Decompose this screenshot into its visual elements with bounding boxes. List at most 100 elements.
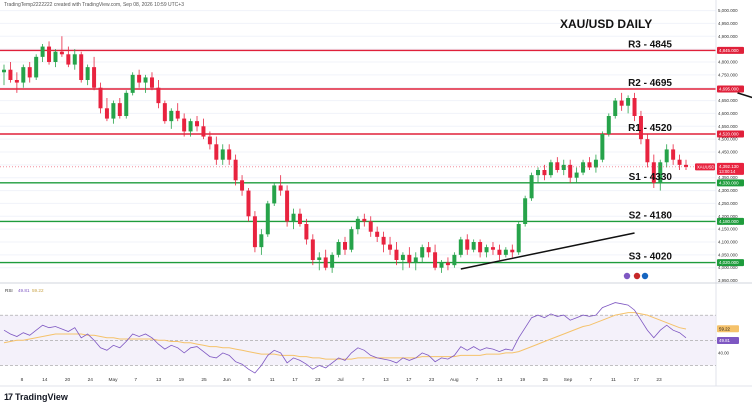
level-price-tag [717,179,744,187]
time-tick-label: 23 [429,377,435,383]
candle [227,144,232,165]
rsi-line [3,302,687,374]
price-tick-label: 4,350.000 [718,175,738,180]
time-tick-label: Aug [450,377,459,383]
candle [259,229,264,255]
candle [265,200,270,237]
time-tick-label: Jun [223,377,231,383]
event-flag-icon-2[interactable] [641,272,649,280]
time-axis[interactable]: 8 14 20 24 May 7 13 19 25 Jun 5 11 17 23 Jul 7 13 17 23 Aug… [21,377,662,383]
time-tick-label: 17 [292,377,298,383]
candle [111,100,116,124]
candle [561,159,566,176]
candle [137,69,142,88]
event-purple-icon[interactable] [623,272,631,280]
chart-attribution: TradingTemp2222222 created with TradingV… [4,2,184,8]
event-flag-icon[interactable] [633,272,641,280]
candle [484,244,489,258]
candle [632,92,637,122]
level-labels: R3 - 4845 R2 - 4695 R1 - 4520 S1 - 4330 S2 -… [628,39,672,262]
time-tick-label: 11 [270,377,275,383]
candle [362,213,367,227]
candle [581,159,586,176]
candle [59,36,64,57]
candle [381,231,386,253]
candle [207,131,212,150]
time-tick-label: 20 [65,377,71,383]
candle [201,118,206,140]
candle [587,157,592,170]
candle [182,113,187,137]
candle [343,236,347,255]
time-tick-label: 23 [315,377,321,383]
candle [671,144,676,165]
level-price-tag-text: 4,845.000 [719,48,739,53]
level-price-tag [717,46,744,54]
level-label: R1 - 4520 [628,123,672,134]
candle [85,64,90,86]
candle [407,247,412,268]
time-tick-label: 7 [589,377,592,383]
candle [645,134,650,168]
candle [355,216,360,235]
rsi-value-tag-text: 49.81 [719,338,731,343]
price-axis[interactable]: 3,950.000 4,000.000 4,050.000 4,100.000 4,15… [718,8,738,283]
candle [497,244,502,260]
price-tick-label: 4,750.000 [718,72,738,77]
candle [613,98,618,119]
candle [124,90,129,119]
trendline[interactable] [737,92,752,121]
candle [149,72,154,91]
candle [330,252,335,273]
rsi-tick-label: 40.00 [718,350,730,355]
candle [47,41,52,65]
candle [349,226,354,253]
candle [104,98,109,122]
trendlines [460,92,752,270]
level-label: S1 - 4330 [629,172,673,183]
symbol-tag-text: XAUUSD [697,164,714,169]
candle [529,172,534,201]
candle [458,236,463,258]
price-tick-label: 4,250.000 [718,201,738,206]
level-price-tag [717,85,744,93]
level-lines [0,49,716,264]
level-label: S2 - 4180 [629,210,673,221]
price-tick-label: 4,200.000 [718,214,738,219]
price-tick-label: 4,150.000 [718,227,738,232]
price-tick-label: 4,950.000 [718,21,738,26]
event-icons[interactable] [623,272,649,280]
time-tick-label: 13 [156,377,162,383]
candle [92,56,97,91]
grid [0,10,716,269]
rsi-ma-tag-text: 59.22 [719,326,731,331]
level-price-tag [717,217,744,225]
level-label: R3 - 4845 [628,39,672,50]
candle [21,64,26,88]
price-tick-label: 4,550.000 [718,124,738,129]
price-tick-label: 3,950.000 [718,278,738,283]
price-tick-label: 4,450.000 [718,150,738,155]
candle [684,159,688,170]
price-tick-label: 4,650.000 [718,98,738,103]
tradingview-logo[interactable]: 17 TradingView [4,392,68,402]
time-tick-label: 25 [201,377,207,383]
candle [368,216,373,237]
candle [523,195,528,227]
candle [568,159,573,183]
time-tick-label: May [108,377,118,383]
time-tick-label: 13 [497,377,503,383]
candle [117,98,122,119]
level-label: R2 - 4695 [628,78,672,89]
candle [272,182,277,206]
rsi-ma-tag [717,325,739,333]
candle [162,100,167,124]
candle [175,103,180,122]
time-tick-label: 19 [179,377,185,383]
candle [252,211,257,253]
rsi-ma-line [3,312,687,360]
rsi-ma-value-legend: 59.22 [32,288,44,293]
price-tick-label: 4,800.000 [718,60,738,65]
trendline[interactable] [460,232,635,270]
